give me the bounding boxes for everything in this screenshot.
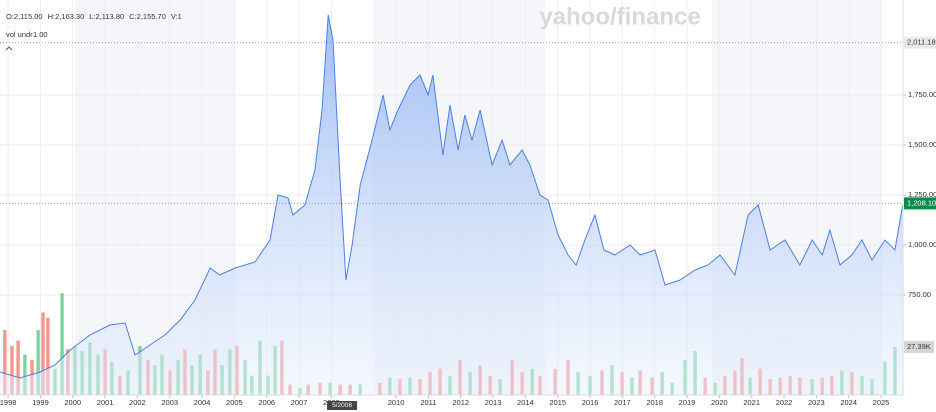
y-tick-label: 1,500.00 <box>908 140 936 149</box>
x-tick-label: 1999 <box>32 398 49 407</box>
ohlc-value: H:2,163.30 <box>48 12 85 21</box>
volume-underlay-label: vol undr <box>6 30 33 39</box>
x-tick-label: 2014 <box>517 398 534 407</box>
x-tick-label: 2000 <box>64 398 81 407</box>
crosshair-y-box <box>904 36 936 49</box>
x-tick-label: 2024 <box>840 398 857 407</box>
x-tick-label: 2006 <box>258 398 275 407</box>
volume-bar <box>60 293 64 395</box>
x-tick-label: 2001 <box>97 398 114 407</box>
volume-bar <box>23 354 27 395</box>
x-tick-label: 2016 <box>582 398 599 407</box>
crosshair-x-label: 5/2008 <box>332 402 352 409</box>
area-fill <box>0 15 903 395</box>
x-tick-label: 2003 <box>161 398 178 407</box>
x-tick-label: 2019 <box>679 398 696 407</box>
ohlc-value: V:1 <box>171 12 182 21</box>
x-tick-label: 2004 <box>194 398 211 407</box>
y-tick-label: 750.00 <box>908 290 931 299</box>
x-tick-label: 2002 <box>129 398 146 407</box>
x-tick-label: 1998 <box>0 398 16 407</box>
x-tick-label: 2021 <box>743 398 760 407</box>
volume-bar <box>36 330 40 395</box>
last-volume-box <box>904 340 934 353</box>
plot <box>0 14 904 395</box>
y-tick-label: 1,000.00 <box>908 240 936 249</box>
volume-bar <box>3 330 7 395</box>
x-tick-label: 2025 <box>873 398 890 407</box>
x-tick-label: 2022 <box>776 398 793 407</box>
crosshair-y-label: 2,011.18 <box>907 38 936 47</box>
crosshair-x-box <box>327 401 358 410</box>
y-tick-label: 1,750.00 <box>908 90 936 99</box>
last-price-box <box>904 197 936 210</box>
volume-bar <box>41 312 45 395</box>
price-line <box>0 14 904 379</box>
x-tick-label: 2018 <box>646 398 663 407</box>
x-tick-label: 2023 <box>808 398 825 407</box>
volume-bar <box>16 340 20 395</box>
y-tick-label: 1,250.00 <box>908 190 936 199</box>
watermark: yahoo/finance <box>539 3 700 30</box>
x-tick-label: 2013 <box>485 398 502 407</box>
x-tick-label: 2017 <box>614 398 631 407</box>
volume-bar <box>46 317 50 395</box>
volume-bar <box>10 345 14 395</box>
ohlc-value: C:2,155.70 <box>129 12 166 21</box>
last-volume-label: 27.39K <box>907 342 931 351</box>
x-tick-label: 2010 <box>388 398 405 407</box>
x-tick-label: 2007 <box>291 398 308 407</box>
x-tick-label: 2005 <box>226 398 243 407</box>
x-tick-label: 2011 <box>420 398 436 407</box>
ohlc-header: O:2,115.00 H:2,163.30 L:2,113.80 C:2,155.70… <box>6 12 182 21</box>
collapse-icon[interactable] <box>5 46 13 51</box>
x-tick-label: 2012 <box>452 398 469 407</box>
last-price-label: 1,208.10 <box>907 198 936 207</box>
ohlc-value: O:2,115.00 <box>6 12 43 21</box>
x-tick-label: 2015 <box>549 398 566 407</box>
ohlc-value: L:2,113.80 <box>89 12 124 21</box>
volume-underlay-value: 1.00 <box>33 30 48 39</box>
x-tick-label: 2020 <box>711 398 728 407</box>
overlay: 2,011.18 5/2008 1,208.10 27.39K <box>0 36 936 410</box>
